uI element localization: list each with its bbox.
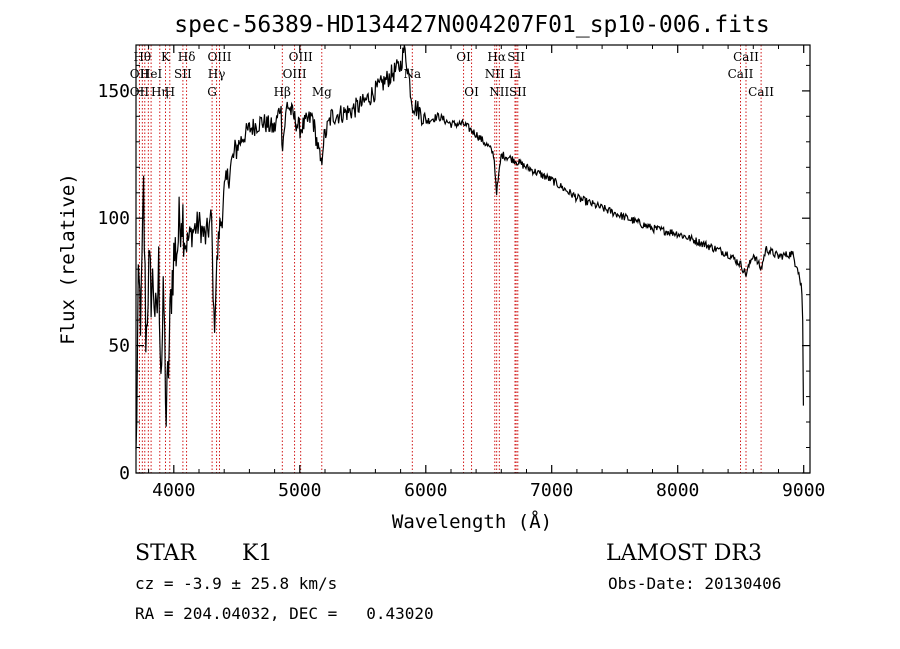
x-tick-label-6000: 6000 [404, 480, 447, 501]
line-label-10: HeI [140, 67, 163, 81]
x-axis-label: Wavelength (Å) [392, 510, 552, 533]
y-tick-label-0: 0 [119, 463, 130, 484]
x-tick-label-9000: 9000 [782, 480, 825, 501]
y-tick-label-150: 150 [97, 81, 130, 102]
redshift-velocity: cz = -3.9 ± 25.8 km/s [135, 574, 337, 593]
line-label-2: Hδ [178, 50, 196, 64]
line-label-0: Hθ [133, 50, 151, 64]
line-label-21: G [207, 85, 217, 99]
line-label-7: SII [507, 50, 525, 64]
line-label-16: Li [509, 67, 521, 81]
plot-frame [135, 44, 811, 474]
x-tick-label-4000: 4000 [152, 480, 195, 501]
survey-name: LAMOST DR3 [606, 541, 762, 566]
line-label-23: Mg [312, 85, 332, 99]
x-tick-label-5000: 5000 [278, 480, 321, 501]
line-label-24: OI [464, 85, 479, 99]
object-class: STAR [135, 541, 197, 566]
line-label-6: Hα [487, 50, 506, 64]
y-tick-label-50: 50 [108, 336, 130, 357]
y-tick-label-100: 100 [97, 208, 130, 229]
line-label-1: K [161, 50, 171, 64]
object-subclass: K1 [242, 541, 272, 566]
line-label-3: OIII [207, 50, 231, 64]
x-axis-ticks: 4000 5000 6000 7000 8000 9000 [148, 45, 825, 501]
line-label-19: Hη [151, 85, 169, 99]
line-label-13: OIII [283, 67, 307, 81]
spectrum-line [135, 44, 804, 450]
line-label-17: CaII [728, 67, 754, 81]
line-label-22: Hβ [274, 85, 291, 99]
y-axis-ticks: 0 50 100 150 [97, 64, 810, 484]
line-label-11: SII [174, 67, 192, 81]
line-label-18: OII [130, 85, 150, 99]
y-axis-label: Flux (relative) [57, 173, 79, 345]
line-label-5: OI [456, 50, 471, 64]
line-label-4: OIII [289, 50, 313, 64]
line-label-20: H [165, 85, 175, 99]
line-label-9: OII [130, 67, 150, 81]
line-label-12: Hγ [208, 67, 226, 81]
line-label-8: CaII [733, 50, 759, 64]
chart-title: spec-56389-HD134427N004207F01_sp10-006.f… [174, 12, 769, 38]
x-tick-label-7000: 7000 [530, 480, 573, 501]
x-tick-label-8000: 8000 [656, 480, 699, 501]
spectral-line-markers [138, 45, 762, 473]
line-label-25: NII [489, 85, 509, 99]
line-label-27: CaII [748, 85, 774, 99]
observation-date: Obs-Date: 20130406 [608, 574, 781, 593]
line-label-26: SII [509, 85, 527, 99]
line-label-15: NII [485, 67, 505, 81]
ra-dec-coordinates: RA = 204.04032, DEC = 0.43020 [135, 604, 434, 623]
